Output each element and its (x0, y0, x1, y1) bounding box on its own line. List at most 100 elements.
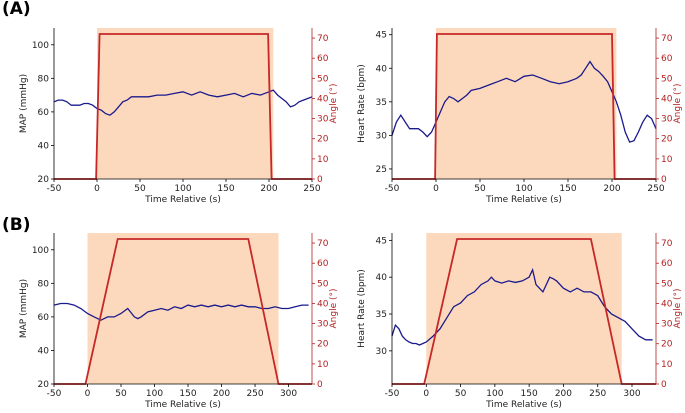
x-tick-label: 250 (246, 389, 263, 399)
x-axis-label: Time Relative (s) (144, 400, 221, 409)
y-tick-label: 80 (38, 279, 50, 289)
y2-tick-label: 30 (661, 115, 673, 125)
y2-axis-label: Angle (°) (673, 84, 683, 124)
y2-tick-label: 50 (317, 279, 329, 289)
x-tick-label: 150 (217, 184, 234, 194)
x-tick-label: 200 (260, 184, 277, 194)
physio-series-line (391, 267, 653, 346)
y2-tick-label: 0 (661, 175, 667, 185)
x-tick-label: 250 (647, 184, 664, 194)
y-tick-label: 35 (376, 98, 387, 108)
y-tick-label: 20 (38, 380, 50, 390)
y2-tick-label: 40 (661, 299, 673, 309)
panel-label-b: (B) (2, 215, 31, 235)
y2-tick-label: 40 (661, 94, 673, 104)
y-tick-label: 20 (38, 175, 50, 185)
x-tick-label: 50 (134, 184, 146, 194)
physio-series-line (391, 60, 657, 143)
chart-B-hr: -50 0 50 100 150 200 250 300 30 35 40 45 0 10 20 30 40 50… (357, 233, 683, 410)
y2-tick-label: 10 (317, 360, 329, 370)
x-axis-label: Time Relative (s) (485, 400, 562, 409)
y2-tick-label: 40 (317, 299, 329, 309)
y-tick-label: 40 (38, 141, 50, 151)
y-tick-label: 40 (376, 64, 388, 74)
y2-tick-label: 50 (317, 74, 329, 84)
x-tick-label: 150 (179, 389, 196, 399)
y2-tick-label: 60 (661, 259, 673, 269)
x-tick-label: -50 (385, 389, 400, 399)
tilt-shade (97, 28, 274, 179)
y2-tick-label: 20 (661, 135, 673, 145)
physio-series-line (53, 89, 313, 116)
x-tick-label: 50 (474, 184, 486, 194)
x-tick-label: 100 (515, 184, 532, 194)
x-tick-label: 0 (423, 389, 429, 399)
y2-tick-label: 10 (317, 155, 329, 165)
physio-series-line (53, 302, 309, 321)
y2-tick-label: 50 (661, 74, 673, 84)
chart-A-hr: -50 0 50 100 150 200 250 25 30 35 40 45 0 10 20 30 40 50 6… (357, 28, 683, 205)
y-tick-label: 30 (376, 347, 388, 357)
y2-tick-label: 60 (317, 54, 329, 64)
y2-tick-label: 20 (661, 340, 673, 350)
y-axis-label: MAP (mmHg) (19, 279, 29, 338)
y-tick-label: 25 (376, 165, 387, 175)
tilt-shade (87, 233, 279, 384)
x-tick-label: 300 (280, 389, 297, 399)
y2-axis-label: Angle (°) (329, 289, 339, 329)
x-tick-label: -50 (385, 184, 400, 194)
y-tick-label: 35 (376, 310, 387, 320)
y2-tick-label: 30 (661, 320, 673, 330)
y-tick-label: 30 (376, 131, 388, 141)
x-tick-label: 100 (146, 389, 163, 399)
y2-tick-label: 10 (661, 155, 673, 165)
x-tick-label: 150 (521, 389, 538, 399)
x-tick-label: 50 (115, 389, 127, 399)
x-tick-label: 200 (555, 389, 572, 399)
y2-tick-label: 40 (317, 94, 329, 104)
y2-tick-label: 20 (317, 340, 329, 350)
x-tick-label: 250 (589, 389, 606, 399)
x-tick-label: 0 (433, 184, 439, 194)
x-axis-label: Time Relative (s) (144, 195, 221, 205)
x-tick-label: 300 (623, 389, 640, 399)
y-tick-label: 40 (38, 346, 50, 356)
chart-A-map: -50 0 50 100 150 200 250 20 40 60 80 100 0 10 20 30 40 50… (19, 28, 339, 205)
x-tick-label: 50 (455, 389, 467, 399)
y-tick-label: 60 (38, 108, 50, 118)
y2-tick-label: 70 (317, 34, 329, 44)
panel-label-a: (A) (2, 0, 31, 19)
y2-tick-label: 20 (317, 135, 329, 145)
y2-tick-label: 10 (661, 360, 673, 370)
y2-tick-label: 50 (661, 279, 673, 289)
y2-tick-label: 30 (317, 320, 329, 330)
x-tick-label: -50 (47, 184, 62, 194)
x-tick-label: 200 (603, 184, 620, 194)
y2-tick-label: 60 (661, 54, 673, 64)
y2-tick-label: 60 (317, 259, 329, 269)
y-tick-label: 100 (32, 41, 49, 51)
tilt-shade (436, 28, 617, 179)
x-tick-label: 0 (85, 389, 91, 399)
y2-tick-label: 30 (317, 115, 329, 125)
y2-tick-label: 0 (317, 380, 323, 390)
y-tick-label: 60 (38, 313, 50, 323)
y2-axis-label: Angle (°) (673, 289, 683, 329)
y2-tick-label: 0 (661, 380, 667, 390)
y2-tick-label: 70 (661, 34, 673, 44)
y-tick-label: 45 (376, 236, 387, 246)
charts-group: -50 0 50 100 150 200 2502040608010001020304050… (19, 28, 683, 410)
y-axis-label: Heart Rate (bpm) (357, 269, 367, 348)
x-axis-label: Time Relative (s) (485, 195, 562, 205)
x-tick-label: 100 (486, 389, 503, 399)
y2-axis-label: Angle (°) (329, 84, 339, 124)
x-tick-label: 250 (303, 184, 320, 194)
y-tick-label: 45 (376, 31, 387, 41)
x-tick-label: -50 (47, 389, 62, 399)
y-axis-label: MAP (mmHg) (19, 74, 29, 133)
tilt-shade (426, 233, 622, 384)
x-tick-label: 100 (174, 184, 191, 194)
x-tick-label: 150 (559, 184, 576, 194)
x-tick-label: 0 (94, 184, 100, 194)
